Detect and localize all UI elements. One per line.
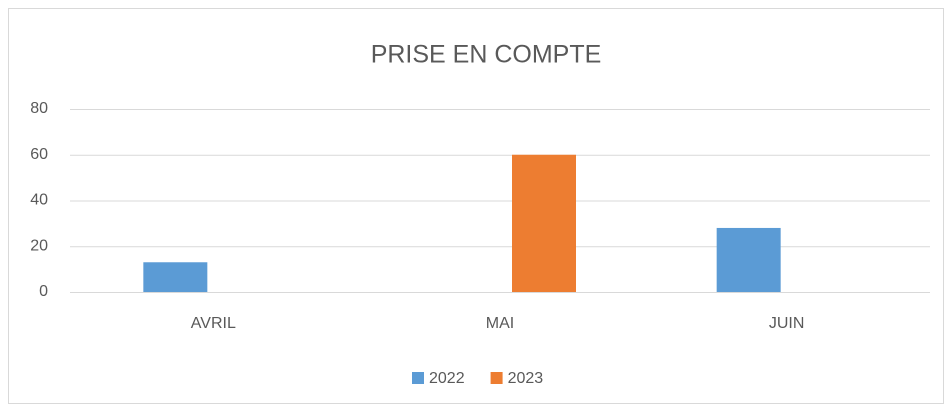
legend-swatch bbox=[412, 372, 424, 384]
bar bbox=[716, 227, 781, 292]
y-tick-label: 80 bbox=[30, 100, 48, 117]
bar bbox=[143, 262, 208, 292]
bar bbox=[512, 154, 576, 292]
legend-label: 2022 bbox=[429, 370, 465, 387]
x-tick-label: AVRIL bbox=[191, 315, 236, 332]
y-tick-label: 20 bbox=[30, 237, 48, 254]
chart-title: PRISE EN COMPTE bbox=[371, 41, 602, 69]
x-tick-label: JUIN bbox=[769, 315, 805, 332]
y-tick-label: 60 bbox=[30, 146, 48, 163]
x-tick-label: MAI bbox=[486, 315, 514, 332]
legend-label: 2023 bbox=[508, 370, 544, 387]
legend-swatch bbox=[490, 372, 503, 384]
chart-border bbox=[8, 8, 944, 404]
y-tick-label: 40 bbox=[30, 192, 48, 209]
y-tick-label: 0 bbox=[39, 283, 48, 300]
